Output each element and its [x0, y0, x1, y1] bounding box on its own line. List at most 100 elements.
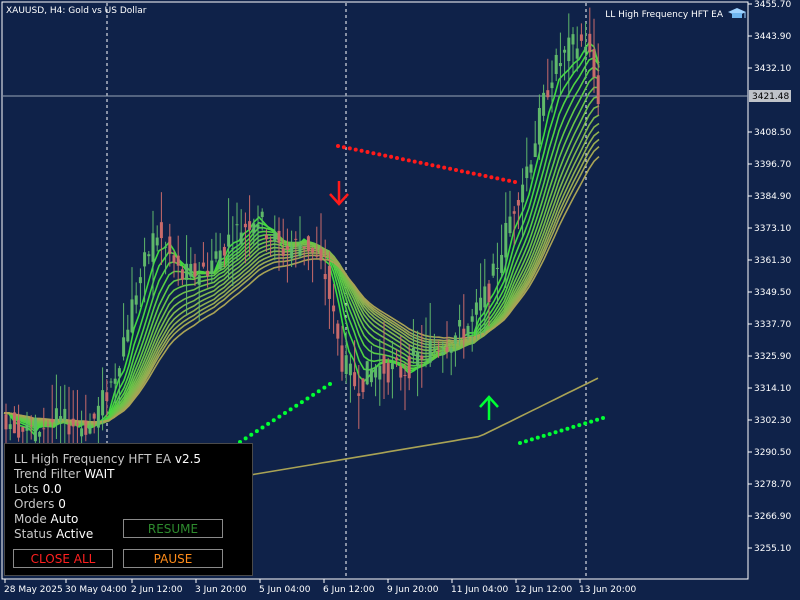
candle-body: [25, 424, 29, 431]
candle-body: [80, 428, 84, 437]
candle-body: [462, 328, 466, 339]
candle-body: [67, 423, 71, 435]
sell-signal-dot: [448, 166, 453, 171]
candle-body: [96, 405, 100, 428]
close-all-button[interactable]: CLOSE ALL: [13, 549, 113, 568]
candle-body: [71, 418, 75, 427]
price-tick-label: 3290.50: [754, 448, 791, 458]
price-tick-label: 3255.10: [754, 544, 791, 554]
sell-signal-dot: [347, 146, 352, 151]
candle-body: [33, 417, 37, 442]
price-tick-label: 3373.10: [754, 224, 791, 234]
buy-signal-dot: [266, 421, 271, 426]
sell-signal-dot: [336, 144, 340, 148]
candle-body: [109, 381, 113, 383]
arrow-up-icon: [479, 395, 499, 420]
buy-signal-dot: [254, 429, 259, 434]
candlesticks: [4, 7, 600, 474]
sell-signal-dot: [418, 160, 423, 165]
candle-body: [365, 361, 369, 385]
price-tick-label: 3455.70: [754, 0, 791, 10]
sell-signal-dot: [359, 148, 364, 153]
candle-body: [143, 252, 147, 267]
candle-body: [424, 343, 428, 345]
candle-body: [252, 223, 256, 234]
candle-body: [159, 222, 163, 239]
candle-body: [298, 244, 302, 256]
buy-signal-dot: [589, 419, 594, 424]
price-tick-label: 3361.30: [754, 256, 791, 266]
price-tick-label: 3396.70: [754, 160, 791, 170]
mode-label: Mode: [14, 512, 47, 526]
buy-signal-dot: [541, 433, 546, 438]
candle-body: [50, 419, 54, 423]
buy-signal-dot: [260, 425, 265, 430]
buy-signal-dot: [523, 439, 528, 444]
candle-body: [504, 222, 508, 258]
buy-signal-dot: [535, 435, 540, 440]
candle-body: [470, 316, 474, 322]
candle-body: [449, 348, 453, 353]
candle-body: [378, 365, 382, 380]
candle-body: [348, 363, 352, 376]
candle-body: [466, 325, 470, 336]
time-tick-label: 12 Jun 12:00: [515, 585, 572, 595]
candle-body: [336, 323, 340, 339]
graduation-cap-icon: [728, 8, 746, 18]
candle-body: [491, 263, 495, 276]
price-axis[interactable]: 3455.70 3443.90 3432.10 3408.50 3396.70 3384.…: [748, 0, 791, 554]
sell-signal-dot: [383, 153, 388, 158]
candle-body: [147, 254, 151, 257]
candle-body: [323, 274, 327, 280]
candle-body: [319, 248, 323, 261]
time-tick-label: 2 Jun 12:00: [131, 585, 183, 595]
panel-title-row: LL High Frequency HFT EA v2.5: [14, 452, 201, 467]
candle-body: [17, 419, 21, 438]
candle-body: [239, 232, 243, 245]
orders-value: 0: [58, 497, 66, 511]
candle-body: [42, 428, 46, 430]
candle-body: [315, 255, 319, 257]
candle-body: [151, 233, 155, 262]
candle-body: [554, 54, 558, 74]
candle-body: [500, 254, 504, 273]
sell-signal-dot: [501, 177, 506, 182]
candle-body: [218, 250, 222, 270]
orders-row: Orders 0: [14, 497, 66, 512]
candle-body: [563, 49, 567, 53]
sell-signal-dot: [395, 156, 399, 160]
buy-signal-dot: [559, 428, 564, 433]
candle-body: [164, 246, 168, 248]
price-tick-label: 3384.90: [754, 192, 791, 202]
candle-body: [453, 335, 457, 344]
candle-body: [54, 408, 58, 424]
candle-body: [180, 269, 184, 280]
candle-body: [311, 247, 315, 253]
pause-button[interactable]: PAUSE: [123, 549, 223, 568]
buy-signal-dot: [601, 416, 605, 420]
candle-body: [101, 390, 105, 416]
candle-body: [176, 255, 180, 266]
candle-body: [105, 392, 109, 402]
candle-body: [172, 255, 176, 263]
candle-body: [403, 375, 407, 377]
candle-body: [130, 299, 134, 333]
sell-signal-dot: [465, 170, 470, 175]
candle-body: [210, 260, 214, 274]
buy-signal-dot: [595, 417, 600, 422]
candle-body: [588, 33, 592, 53]
candle-body: [558, 63, 562, 67]
candle-body: [306, 236, 310, 252]
candle-body: [281, 248, 285, 256]
time-axis[interactable]: 28 May 2025 30 May 04:00 2 Jun 12:00 3 Jun …: [4, 579, 636, 595]
candle-body: [567, 37, 571, 62]
sell-signal-dot: [377, 152, 382, 157]
sell-signal-dot: [371, 151, 376, 156]
resume-button[interactable]: RESUME: [123, 519, 223, 538]
candle-body: [332, 305, 336, 312]
candle-body: [479, 297, 483, 311]
time-tick-label: 11 Jun 04:00: [451, 585, 508, 595]
candle-body: [168, 236, 172, 254]
candle-body: [382, 355, 386, 374]
time-tick-label: 28 May 2025: [4, 585, 63, 595]
